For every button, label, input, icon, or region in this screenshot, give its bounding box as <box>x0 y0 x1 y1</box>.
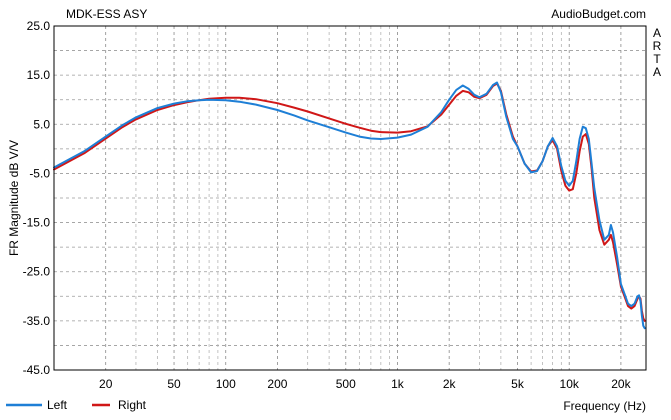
x-tick-label: 20 <box>99 377 113 391</box>
x-axis-ticks: 20 50 100 200 500 1k 2k 5k 10k 20k <box>99 377 632 391</box>
plot-frame <box>53 25 647 371</box>
y-tick-label: -5.0 <box>29 166 50 180</box>
x-tick-label: 2k <box>443 377 457 391</box>
legend: Left Right <box>6 398 147 412</box>
x-tick-label: 500 <box>336 377 356 391</box>
x-tick-label: 20k <box>611 377 631 391</box>
y-tick-label: -25.0 <box>23 265 51 279</box>
x-tick-label: 50 <box>167 377 181 391</box>
x-axis-label: Frequency (Hz) <box>563 399 646 413</box>
y-tick-label: -15.0 <box>23 216 51 230</box>
y-tick-label: 25.0 <box>27 19 51 33</box>
y-tick-label: 5.0 <box>33 117 50 131</box>
y-axis-ticks: 25.0 15.0 5.0 -5.0 -15.0 -25.0 -35.0 -45.0 <box>23 19 51 377</box>
y-tick-label: 15.0 <box>27 68 51 82</box>
legend-label-right: Right <box>118 398 147 412</box>
x-tick-label: 1k <box>391 377 405 391</box>
series-line-left <box>53 81 646 330</box>
x-tick-label: 200 <box>267 377 287 391</box>
watermark: AudioBudget.com <box>551 7 646 21</box>
x-tick-label: 10k <box>560 377 580 391</box>
grid-lines <box>54 26 646 370</box>
legend-label-left: Left <box>47 398 68 412</box>
chart-title: MDK-ESS ASY <box>66 7 147 21</box>
series-layer <box>53 81 646 330</box>
x-tick-label: 100 <box>216 377 236 391</box>
y-tick-label: -35.0 <box>23 314 51 328</box>
y-tick-label: -45.0 <box>23 363 51 377</box>
x-tick-label: 5k <box>511 377 525 391</box>
y-axis-label: FR Magnitude dB V/V <box>7 140 21 256</box>
